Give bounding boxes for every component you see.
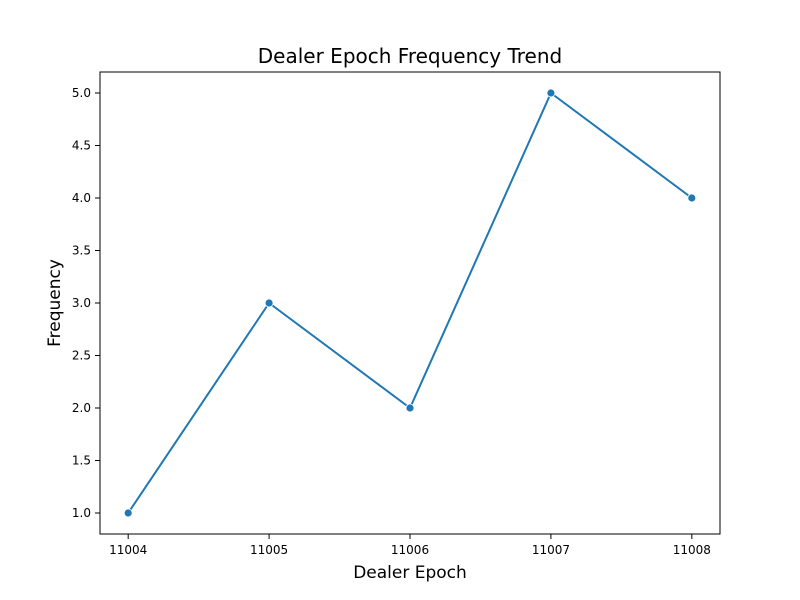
y-tick-label: 4.5 (72, 139, 91, 153)
y-tick-label: 2.0 (72, 401, 91, 415)
x-tick-label: 11004 (109, 543, 147, 557)
plot-frame (99, 71, 721, 535)
y-tick-label: 1.0 (72, 506, 91, 520)
data-point (405, 403, 415, 413)
y-tick-label: 1.5 (72, 454, 91, 468)
x-tick-label: 11005 (250, 543, 288, 557)
x-axis: 11004 11005 11006 11007 11008 (109, 534, 711, 557)
series-layer (123, 88, 697, 518)
x-tick-label: 11008 (673, 543, 711, 557)
data-point (264, 298, 274, 308)
y-tick-label: 3.0 (72, 296, 91, 310)
y-tick-label: 3.5 (72, 244, 91, 258)
data-point (546, 88, 556, 98)
data-point (687, 193, 697, 203)
y-axis-label: Frequency (45, 259, 65, 347)
x-axis-label: Dealer Epoch (353, 563, 467, 583)
y-tick-label: 2.5 (72, 349, 91, 363)
series-line (127, 92, 693, 514)
chart-title: Dealer Epoch Frequency Trend (258, 44, 562, 68)
y-axis: 1.0 1.5 2.0 2.5 3.0 3.5 4.0 4.5 5.0 (72, 86, 100, 520)
x-tick-label: 11006 (391, 543, 429, 557)
plot-area (99, 71, 721, 535)
data-point (123, 508, 133, 518)
y-tick-label: 4.0 (72, 191, 91, 205)
y-tick-label: 5.0 (72, 86, 91, 100)
x-tick-label: 11007 (532, 543, 570, 557)
